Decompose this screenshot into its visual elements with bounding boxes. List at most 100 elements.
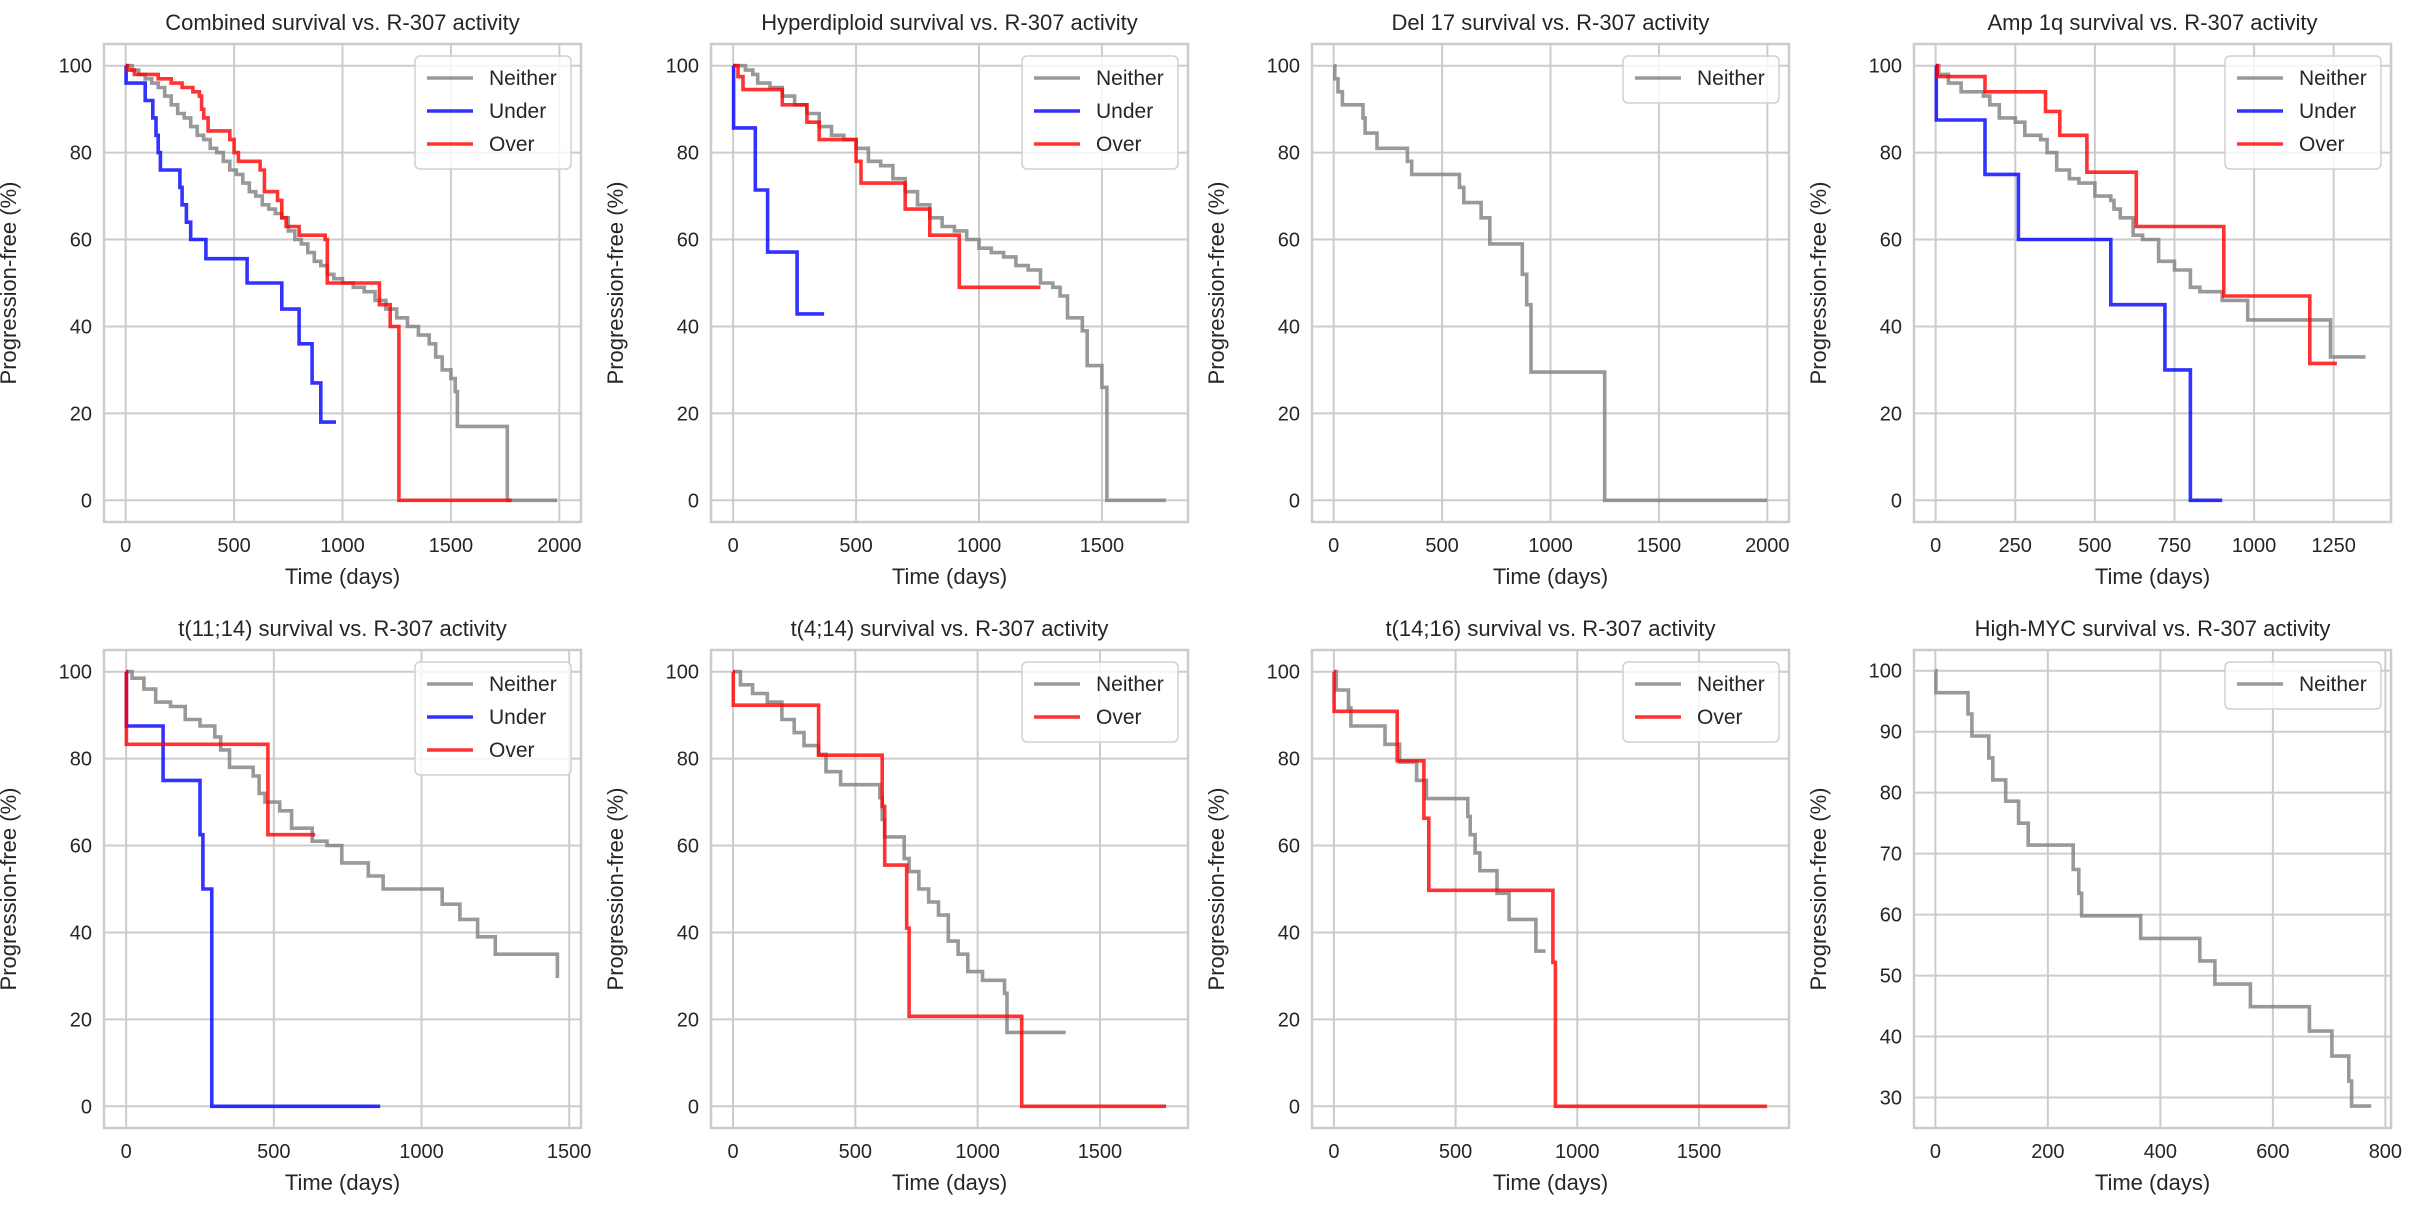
axes-frame (1310, 648, 1791, 1130)
curve-over (125, 63, 512, 503)
y-tick-label: 80 (677, 143, 699, 165)
y-tick-label: 20 (1278, 1009, 1300, 1031)
y-tick-label: 80 (1880, 143, 1902, 165)
y-tick-label: 40 (1880, 316, 1902, 338)
axes-frame (709, 42, 1190, 524)
legend-box (1622, 661, 1780, 743)
y-axis-label: Progression-free (%) (1204, 788, 1229, 991)
y-tick-label: 100 (1869, 661, 1902, 683)
y-tick-label: 0 (81, 490, 92, 512)
x-tick-label: 500 (1439, 1141, 1472, 1163)
curve-neither (1934, 668, 2372, 1108)
panel-title: t(14;16) survival vs. R-307 activity (1385, 616, 1715, 641)
y-axis-label: Progression-free (%) (0, 788, 21, 991)
curve-over (731, 669, 1166, 1109)
legend-box (1622, 55, 1780, 104)
y-tick-label: 40 (70, 316, 92, 338)
legend-box (1021, 55, 1179, 170)
y-tick-label: 60 (1278, 230, 1300, 252)
y-tick-label: 60 (1278, 836, 1300, 858)
y-axis-label: Progression-free (%) (603, 182, 628, 385)
y-tick-label: 60 (70, 230, 92, 252)
legend-box (2224, 55, 2382, 170)
axes-frame (1912, 648, 2393, 1130)
legend-label-neither: Neither (1697, 67, 1765, 90)
y-tick-label: 90 (1880, 722, 1902, 744)
axes-frame (709, 648, 1190, 1130)
y-tick-label: 40 (1278, 922, 1300, 944)
y-tick-label: 0 (688, 490, 699, 512)
x-tick-label: 600 (2256, 1141, 2289, 1163)
legend-label-over: Over (1697, 706, 1743, 729)
y-tick-label: 60 (1880, 905, 1902, 927)
x-axis-label: Time (days) (285, 564, 400, 589)
legend-label-over: Over (489, 133, 535, 156)
legend: Neither (1622, 55, 1780, 104)
x-tick-label: 1250 (2311, 535, 2356, 557)
x-tick-label: 1000 (320, 535, 365, 557)
curve-under (731, 63, 825, 316)
panel-title: t(11;14) survival vs. R-307 activity (178, 616, 506, 641)
curve-neither (1333, 669, 1546, 953)
y-tick-label: 100 (1267, 56, 1300, 78)
y-tick-label: 100 (666, 56, 699, 78)
y-tick-label: 40 (677, 316, 699, 338)
y-axis-label: Progression-free (%) (1806, 182, 1831, 385)
y-tick-label: 40 (677, 922, 699, 944)
legend-label-neither: Neither (2299, 673, 2367, 696)
y-tick-label: 30 (1880, 1088, 1902, 1110)
x-tick-label: 0 (1930, 535, 1941, 557)
curve-over (733, 63, 1041, 290)
legend: Neither Over (1021, 661, 1179, 743)
panel-high-myc: 0 200 400 600 800 30 40 50 60 70 80 90 100 High-MYC s… (1806, 616, 2402, 1195)
y-tick-label: 60 (70, 836, 92, 858)
panel-t-11-14: 0 500 1000 1500 0 20 40 60 80 100 t(11;14) surviva… (0, 616, 591, 1195)
y-tick-label: 20 (677, 403, 699, 425)
x-tick-label: 1500 (1078, 1141, 1123, 1163)
x-tick-label: 0 (1328, 1141, 1339, 1163)
legend-label-neither: Neither (1697, 673, 1765, 696)
y-tick-label: 60 (677, 836, 699, 858)
y-tick-label: 0 (81, 1096, 92, 1118)
x-tick-label: 0 (727, 1141, 738, 1163)
legend-box (2224, 661, 2382, 710)
y-tick-label: 0 (1891, 490, 1902, 512)
x-tick-label: 0 (121, 1141, 132, 1163)
y-axis-label: Progression-free (%) (0, 182, 21, 385)
panel-title: Combined survival vs. R-307 activity (165, 10, 520, 35)
curve-over (1935, 63, 2337, 366)
x-tick-label: 0 (1930, 1141, 1941, 1163)
y-tick-label: 60 (1880, 230, 1902, 252)
x-tick-label: 1500 (1080, 535, 1125, 557)
curve-neither (126, 669, 560, 979)
legend: Neither Under Over (414, 661, 572, 776)
y-tick-label: 80 (677, 749, 699, 771)
x-tick-label: 500 (257, 1141, 290, 1163)
x-tick-label: 1500 (547, 1141, 592, 1163)
x-axis-label: Time (days) (285, 1170, 400, 1195)
x-tick-label: 1000 (399, 1141, 444, 1163)
legend: Neither Under Over (1021, 55, 1179, 170)
x-tick-label: 500 (1425, 535, 1458, 557)
x-tick-label: 1500 (429, 535, 474, 557)
legend: Neither Over (1622, 661, 1780, 743)
curve-neither (1935, 63, 2366, 359)
legend: Neither Under Over (414, 55, 572, 170)
legend: Neither (2224, 661, 2382, 710)
legend-label-under: Under (1096, 100, 1153, 123)
legend-label-under: Under (489, 100, 546, 123)
y-tick-label: 100 (666, 662, 699, 684)
x-tick-label: 800 (2369, 1141, 2402, 1163)
x-tick-label: 500 (839, 535, 872, 557)
legend-label-neither: Neither (2299, 67, 2367, 90)
y-tick-label: 80 (1278, 749, 1300, 771)
panel-t-4-14: 0 500 1000 1500 0 20 40 60 80 100 t(4;14) survival… (603, 616, 1190, 1195)
x-axis-label: Time (days) (1493, 564, 1608, 589)
x-axis-label: Time (days) (2095, 1170, 2210, 1195)
legend-label-over: Over (1096, 133, 1142, 156)
y-tick-label: 0 (1289, 1096, 1300, 1118)
legend-box (1021, 661, 1179, 743)
x-tick-label: 0 (120, 535, 131, 557)
x-tick-label: 0 (728, 535, 739, 557)
